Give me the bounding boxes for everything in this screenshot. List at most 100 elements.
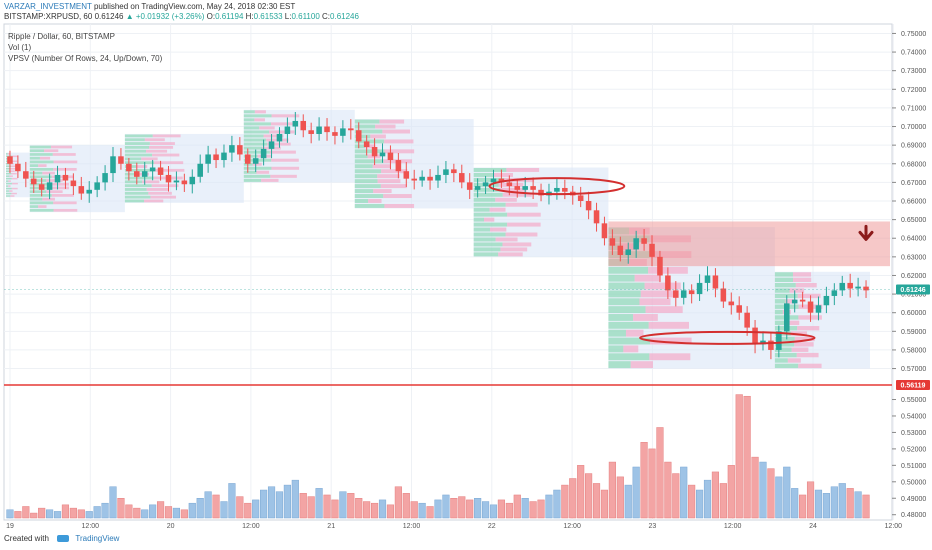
profile-row-down (261, 178, 279, 182)
profile-row-down (152, 134, 181, 138)
tradingview-brand[interactable]: TradingView (75, 534, 120, 543)
profile-row-up (243, 138, 267, 142)
profile-row-down (11, 192, 17, 195)
candle-body (585, 201, 592, 211)
price-tick-label: 0.63000 (901, 254, 926, 261)
profile-row-down (623, 345, 639, 353)
profile-row-up (243, 154, 258, 158)
volume-bar (711, 471, 720, 519)
volume-bar (442, 494, 450, 519)
profile-row-up (243, 134, 264, 138)
profile-row-down (136, 165, 148, 168)
profile-row-down (271, 158, 299, 162)
candle-body (126, 163, 132, 172)
profile-row-up (29, 149, 45, 153)
profile-row-up (473, 247, 501, 252)
profile-row-down (11, 172, 17, 175)
volume-bar (291, 479, 299, 519)
profile-row-up (6, 182, 12, 185)
volume-bar (331, 499, 339, 519)
price-tick-label: 0.71000 (901, 105, 926, 112)
candle-body (451, 169, 457, 174)
volume-bar (141, 509, 149, 519)
candle-body (213, 154, 219, 161)
candle-body (38, 184, 45, 190)
volume-bar (434, 499, 442, 519)
legend-vpsv[interactable]: VPSV (Number Of Rows, 24, Up/Down, 70) (8, 54, 163, 63)
profile-row-up (29, 167, 54, 171)
legend-volume[interactable]: Vol (1) (8, 43, 32, 52)
profile-row-down (11, 165, 17, 167)
volume-bar (371, 502, 379, 519)
candle-body (205, 154, 211, 164)
profile-row-up (124, 138, 145, 142)
volume-bar (69, 507, 77, 519)
volume-bar (46, 509, 54, 519)
profile-row-up (29, 194, 52, 197)
price-tick-label: 0.67000 (901, 180, 926, 187)
price-tick-label: 0.68000 (901, 161, 926, 168)
profile-row-down (787, 320, 800, 326)
profile-row-down (150, 195, 176, 199)
profile-row-down (383, 194, 412, 199)
candle-body (134, 171, 140, 177)
volume-bar (822, 493, 830, 519)
profile-row-down (149, 142, 175, 145)
profile-row-up (354, 169, 382, 174)
profile-row-down (252, 162, 262, 166)
profile-row-down (789, 288, 805, 293)
profile-row-down (146, 188, 169, 191)
legend-symbol[interactable]: Ripple / Dollar, 60, BITSTAMP (8, 32, 115, 41)
candle-body (649, 243, 655, 257)
candle-body (665, 275, 671, 291)
profile-row-up (6, 153, 8, 155)
volume-bar (355, 498, 363, 519)
profile-row-down (649, 353, 691, 361)
volume-bar (117, 498, 125, 519)
profile-row-up (124, 157, 142, 161)
profile-row-down (505, 202, 538, 207)
volume-bar (315, 488, 323, 519)
time-tick-label: 23 (649, 523, 657, 530)
candle-body (118, 156, 124, 164)
time-tick-label: 12:00 (242, 523, 260, 530)
candle-body (165, 174, 172, 183)
profile-row-up (774, 299, 786, 304)
volume-tick-label: 0.52000 (901, 446, 926, 453)
time-tick-label: 12:00 (724, 523, 742, 530)
author-link[interactable]: VARZAR_INVESTMENT (4, 2, 92, 11)
volume-bar (775, 476, 783, 519)
profile-row-down (490, 227, 507, 232)
candle-body (189, 176, 196, 185)
candle-body (110, 156, 116, 174)
candle-body (332, 132, 338, 136)
profile-row-up (608, 345, 624, 353)
candle-body (855, 286, 861, 289)
profile-row-down (500, 247, 528, 252)
candle-body (823, 295, 830, 306)
price-chart[interactable]: 0.75000 0.74000 0.73000 0.72000 0.71000 0.700… (0, 20, 932, 532)
candle-body (387, 152, 394, 161)
volume-bar (585, 473, 593, 519)
profile-row-up (29, 156, 40, 160)
profile-row-up (608, 298, 640, 306)
candle-body (102, 173, 108, 183)
profile-row-down (44, 149, 59, 153)
candle-body (490, 178, 497, 183)
candle-body (30, 178, 37, 185)
profile-row-up (124, 180, 143, 184)
profile-row-down (495, 197, 517, 202)
profile-row-up (354, 154, 368, 159)
close-value: 0.61246 (330, 12, 359, 21)
profile-row-down (384, 139, 414, 144)
candle-body (498, 178, 505, 183)
profile-row-up (29, 171, 43, 175)
profile-box (243, 109, 355, 183)
profile-row-down (254, 118, 265, 122)
profile-row-up (774, 277, 794, 283)
volume-bar (133, 507, 141, 519)
resistance-rect (608, 221, 890, 267)
candle-body (680, 290, 687, 298)
profile-row-down (797, 293, 821, 299)
profile-row-down (51, 194, 74, 197)
